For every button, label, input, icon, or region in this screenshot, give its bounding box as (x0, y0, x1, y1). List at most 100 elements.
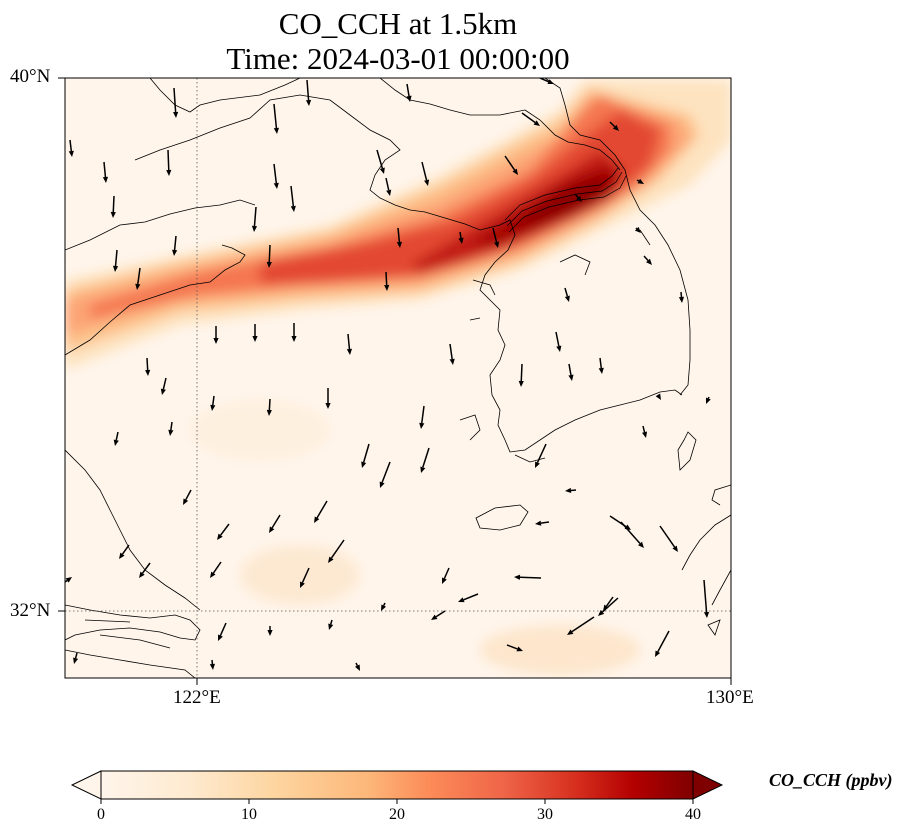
wind-arrow (504, 155, 516, 171)
wind-arrow (519, 576, 542, 579)
wind-arrow-head (705, 397, 711, 404)
lat-tick-label: 32°N (10, 600, 51, 621)
wind-arrow (385, 177, 390, 191)
wind-arrow-head (267, 630, 273, 636)
wind-arrow (273, 163, 278, 184)
wind-arrow-head (183, 498, 189, 505)
wind-arrow (421, 405, 425, 424)
wind-arrow (421, 161, 428, 181)
wind-arrow-head (634, 226, 641, 233)
wind-arrow (112, 195, 115, 213)
gridlines (65, 78, 731, 678)
wind-arrow-head (354, 664, 360, 671)
wind-arrow-head (172, 249, 178, 256)
wind-arrow (605, 596, 614, 607)
wind-arrow-head (655, 393, 661, 400)
wind-arrow-head (381, 604, 387, 611)
wind-arrow (121, 544, 130, 555)
map-panel (65, 78, 731, 678)
wind-arrow (657, 630, 670, 653)
wind-arrow-head (361, 461, 367, 468)
coastlines (65, 78, 731, 678)
wind-arrow (620, 521, 641, 545)
wind-arrow (601, 597, 619, 613)
wind-arrow (141, 562, 151, 574)
colorbar-tick-label: 40 (685, 806, 701, 823)
wind-arrow-head (166, 169, 172, 176)
wind-arrow-head (160, 388, 166, 395)
wind-arrow (459, 231, 462, 239)
wind-arrow-head (112, 265, 119, 272)
wind-arrow-head (110, 211, 116, 218)
wind-arrow (703, 579, 708, 613)
wind-arrow-head (266, 409, 272, 416)
wind-arrow (212, 561, 222, 574)
wind-arrow-head (217, 533, 223, 540)
wind-arrow-head (516, 646, 523, 652)
wind-arrow (347, 333, 351, 350)
wind-arrow-head (135, 283, 141, 290)
wind-arrow (540, 521, 550, 524)
wind-arrow (271, 514, 281, 529)
wind-arrow (443, 567, 450, 579)
wind-arrow (520, 363, 523, 382)
wind-arrow-head (576, 195, 582, 202)
colorbar-extend-low (70, 770, 102, 800)
wind-arrow-head (210, 571, 216, 578)
wind-arrow-head (424, 179, 430, 186)
wind-arrow (555, 331, 560, 347)
wind-arrow-head (703, 611, 710, 618)
wind-arrow (306, 79, 310, 101)
wind-arrow-head (638, 541, 644, 548)
wind-arrow-head (379, 481, 385, 488)
wind-arrow-head (209, 663, 215, 670)
wind-arrow-head (494, 241, 500, 248)
colorbar-tick-label: 0 (97, 806, 105, 823)
colorbar-tick-label: 20 (389, 806, 405, 823)
wind-arrow (397, 227, 401, 243)
wind-arrow-head (568, 374, 574, 381)
wind-arrow-head (512, 168, 518, 175)
wind-arrow (564, 287, 569, 297)
map-frame (64, 77, 732, 679)
wind-arrow-head (119, 552, 125, 559)
wind-arrow-head (556, 345, 562, 352)
wind-arrow (435, 610, 446, 618)
wind-arrow (330, 619, 333, 625)
wind-arrow-head (346, 348, 353, 355)
wind-arrow (609, 121, 616, 128)
lat-tick-label: 40°N (10, 66, 51, 87)
wind-arrow (536, 443, 547, 463)
wind-arrow (173, 87, 177, 113)
wind-arrow-head (273, 182, 279, 189)
wind-arrow-head (328, 623, 334, 630)
wind-arrow (114, 249, 118, 267)
wind-arrow-head (73, 657, 79, 664)
wind-arrow (137, 267, 141, 285)
wind-arrow (268, 398, 271, 411)
wind-arrow (316, 500, 328, 519)
wind-arrow (69, 139, 73, 152)
wind-arrow (290, 185, 295, 207)
wind-arrow (162, 377, 167, 390)
wind-arrow-head (251, 225, 258, 232)
wind-arrow-head (266, 261, 272, 268)
wind-arrow (449, 343, 453, 360)
wind-arrow-head (518, 380, 524, 387)
wind-arrow (301, 567, 310, 583)
wind-arrow-head (567, 629, 574, 635)
wind-arrow (406, 83, 410, 97)
colorbar-extend-high (692, 770, 724, 800)
wind-arrow (659, 525, 676, 548)
wind-arrow-head (458, 237, 464, 244)
wind-arrow (463, 593, 479, 601)
wind-arrow (568, 363, 572, 376)
wind-arrow-head (547, 79, 554, 85)
wind-arrow (492, 227, 498, 243)
wind-arrow (219, 622, 227, 636)
wind-arrow (273, 103, 278, 129)
colorbar (70, 770, 724, 804)
wind-arrow (643, 255, 649, 262)
wind-arrow-head (290, 205, 296, 212)
wind-arrow (115, 431, 119, 441)
